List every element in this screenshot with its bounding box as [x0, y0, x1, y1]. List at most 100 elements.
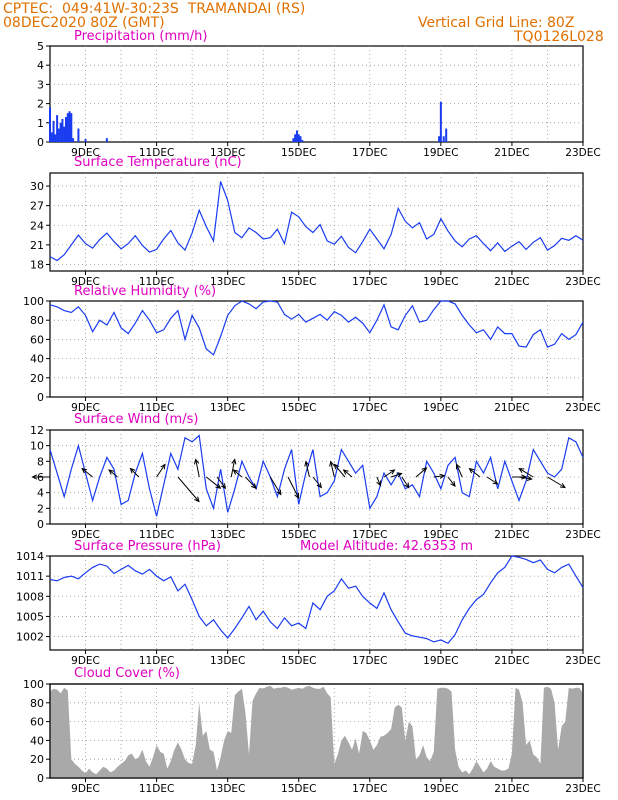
rh-xtick-label: 15DEC [281, 402, 316, 414]
rh-xtick-label: 9DEC [71, 402, 100, 414]
precip-xtick-label: 9DEC [71, 147, 100, 159]
wind-arrow-head [294, 492, 300, 500]
precip-bar [68, 111, 71, 142]
pressure-xtick-label: 11DEC [139, 655, 174, 667]
wind-xtick-label: 13DEC [210, 529, 245, 541]
wind-arrow-head [129, 467, 136, 474]
wind-xtick-label: 21DEC [494, 529, 529, 541]
precip-bar [49, 107, 51, 142]
precip-ytick-label: 5 [37, 40, 44, 53]
rh-ytick-label: 40 [30, 353, 44, 366]
wind-xtick-label: 19DEC [423, 529, 458, 541]
cloud-xtick-label: 17DEC [352, 783, 387, 795]
precip-bar [439, 101, 442, 142]
temp-ytick-label: 30 [30, 180, 44, 193]
temp-xtick-label: 17DEC [352, 276, 387, 288]
rh-xtick-label: 13DEC [210, 402, 245, 414]
cloud-ytick-label: 20 [30, 753, 44, 766]
pressure-series-line [49, 555, 584, 645]
pressure-ytick-label: 1014 [16, 550, 44, 563]
precip-ytick-label: 4 [37, 59, 44, 72]
rh-xtick-label: 11DEC [139, 402, 174, 414]
wind-arrow-head [231, 458, 237, 465]
wind-ytick-label: 12 [30, 424, 44, 437]
temp-xtick-label: 13DEC [210, 276, 245, 288]
wind-arrow [383, 469, 395, 478]
wind-arrow [390, 473, 402, 478]
temp-xtick-label: 15DEC [281, 276, 316, 288]
cloud-xtick-label: 15DEC [281, 783, 316, 795]
temp-xtick-label: 19DEC [423, 276, 458, 288]
wind-xtick-label: 15DEC [281, 529, 316, 541]
wind-arrow-head [251, 483, 257, 490]
precip-xtick-label: 15DEC [281, 147, 316, 159]
pressure-ytick-label: 1011 [16, 570, 44, 583]
precip-bar [295, 130, 298, 142]
wind-arrow [547, 476, 566, 488]
cloud-ytick-label: 0 [37, 772, 44, 785]
wind-arrow [456, 464, 463, 478]
rh-ytick-label: 80 [30, 314, 44, 327]
wind-ytick-label: 4 [37, 487, 44, 500]
wind-arrow-head [396, 472, 403, 478]
precip-bar [301, 140, 304, 142]
temp-xtick-label: 23DEC [565, 276, 600, 288]
wind-arrow [233, 469, 243, 478]
wind-arrow [177, 476, 200, 502]
wind-arrow-head [304, 460, 310, 467]
precip-bar [297, 134, 300, 142]
cloud-xtick-label: 13DEC [210, 783, 245, 795]
wind-arrow-head [194, 496, 200, 503]
precip-xtick-label: 19DEC [423, 147, 458, 159]
wind-arrow [401, 476, 410, 488]
precip-bar [50, 132, 53, 142]
model-altitude-label: Model Altitude: 42.6353 m [300, 539, 474, 554]
precip-ytick-label: 0 [37, 136, 44, 149]
pressure-xtick-label: 21DEC [494, 655, 529, 667]
precip-bar [84, 139, 87, 142]
wind-arrow [433, 475, 445, 478]
precip-xtick-label: 11DEC [139, 147, 174, 159]
header-date: 08DEC2020 80Z (GMT) [3, 15, 165, 31]
precip-bar [56, 115, 59, 142]
precip-ytick-label: 2 [37, 98, 44, 111]
rh-frame [49, 300, 584, 398]
header-station: CPTEC: 049:41W-30:23S TRAMANDAI (RS) [3, 1, 306, 17]
wind-ytick-label: 8 [37, 455, 44, 468]
precip-bar [445, 128, 448, 142]
wind-arrow-head [81, 467, 88, 474]
wind-arrow-head [450, 481, 456, 488]
precip-bar [77, 128, 80, 142]
wind-arrow-head [31, 474, 38, 480]
precip-bar [72, 138, 75, 142]
temp-ytick-label: 18 [30, 258, 44, 271]
rh-xtick-label: 19DEC [423, 402, 458, 414]
wind-arrow-head [194, 458, 200, 465]
temp-ytick-label: 21 [30, 239, 44, 252]
pressure-ytick-label: 1008 [16, 590, 44, 603]
wind-xtick-label: 9DEC [71, 529, 100, 541]
cloud-ytick-label: 80 [30, 697, 44, 710]
rh-ytick-label: 20 [30, 372, 44, 385]
precip-bar [294, 134, 297, 142]
rh-xtick-label: 17DEC [352, 402, 387, 414]
pressure-xtick-label: 9DEC [71, 655, 100, 667]
wind-arrow-head [220, 483, 227, 490]
precip-ytick-label: 1 [37, 117, 44, 130]
wind-arrow-head [342, 469, 349, 475]
precip-bar [59, 122, 62, 142]
precip-xtick-label: 13DEC [210, 147, 245, 159]
wind-arrow-head [276, 489, 282, 496]
pressure-frame [49, 555, 584, 651]
pressure-xtick-label: 23DEC [565, 655, 600, 667]
wind-arrow [245, 476, 257, 489]
wind-arrow [206, 476, 221, 489]
cloud-ytick-label: 100 [23, 678, 44, 691]
precip-xtick-label: 21DEC [494, 147, 529, 159]
wind-arrow-head [421, 467, 428, 473]
wind-arrow [334, 464, 346, 478]
precip-frame [49, 45, 584, 143]
header-grid-line: Vertical Grid Line: 80Z [418, 15, 575, 31]
wind-arrow [376, 476, 381, 486]
precip-bar [52, 120, 55, 142]
